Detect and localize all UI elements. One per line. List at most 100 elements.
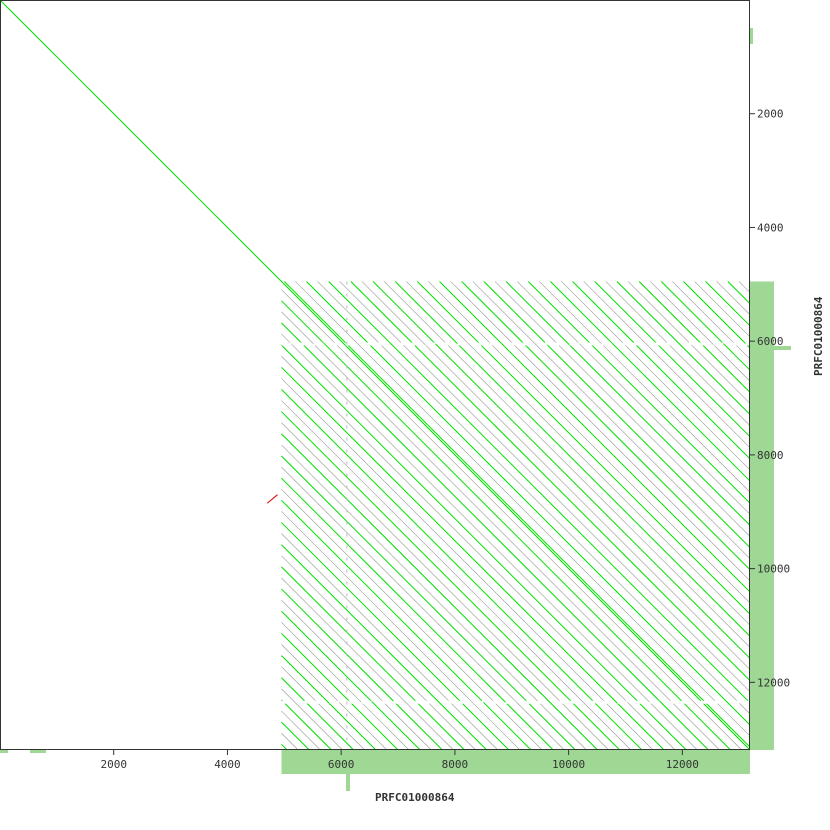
x-tick-label: 4000 xyxy=(214,758,241,771)
x-axis-label: PRFC01000864 xyxy=(375,791,455,804)
repeat-match-line xyxy=(727,281,751,304)
x-tick-label: 10000 xyxy=(552,758,585,771)
repeat-match-line xyxy=(281,400,632,751)
x-tick-label: 6000 xyxy=(328,758,355,771)
repeat-match-line xyxy=(660,281,751,371)
repeat-match-line xyxy=(281,522,510,751)
repeat-match-line xyxy=(372,281,751,659)
repeat-match-line xyxy=(283,281,751,748)
repeat-match-line xyxy=(406,281,751,626)
repeat-match-line xyxy=(281,577,454,751)
repeat-match-line xyxy=(281,389,643,751)
repeat-match-line xyxy=(539,281,751,493)
repeat-match-line xyxy=(281,356,676,751)
repeat-match-line xyxy=(306,281,751,726)
repeat-match-line xyxy=(417,281,751,615)
y-tick-label: 10000 xyxy=(757,563,790,576)
repeat-match-line xyxy=(281,655,377,751)
repeat-match-line xyxy=(527,281,751,504)
plot-frame xyxy=(0,0,750,750)
repeat-match-line xyxy=(281,477,554,751)
repeat-match-line xyxy=(281,677,355,751)
repeat-match-line xyxy=(281,721,310,751)
repeat-match-line xyxy=(583,281,751,448)
axis-ticks: 2000 4000 6000 8000 10000 12000 2000 4000 6000 80… xyxy=(100,108,790,771)
match-lines xyxy=(0,0,751,751)
repeat-match-line xyxy=(505,281,751,526)
repeat-match-line xyxy=(649,281,751,382)
repeat-match-line xyxy=(281,300,732,751)
repeat-match-line xyxy=(281,378,654,751)
repeat-match-line xyxy=(516,281,751,515)
repeat-match-line xyxy=(339,281,751,692)
repeat-match-line xyxy=(281,344,687,751)
repeat-match-line xyxy=(550,281,751,482)
repeat-match-line xyxy=(281,411,621,751)
repeat-match-line xyxy=(281,366,665,751)
x-coverage-bar xyxy=(281,750,750,774)
repeat-match-line xyxy=(281,511,521,751)
x-coverage-small xyxy=(0,750,8,753)
y-tick-label: 4000 xyxy=(757,221,784,234)
x-coverage-spike xyxy=(346,774,350,791)
repeat-match-line xyxy=(383,281,751,648)
repeat-match-line xyxy=(328,281,751,704)
repeat-match-line xyxy=(281,322,709,751)
repeat-match-line xyxy=(616,281,751,415)
repeat-match-line xyxy=(281,333,698,751)
y-tick-label: 2000 xyxy=(757,108,784,121)
y-coverage-small xyxy=(750,28,753,44)
repeat-match-line xyxy=(281,500,532,751)
repeat-match-line xyxy=(561,281,751,471)
repeat-match-line xyxy=(472,281,751,559)
repeat-match-line xyxy=(638,281,751,393)
repeat-match-line xyxy=(281,733,299,751)
repeat-match-line xyxy=(627,281,751,404)
repeat-match-line xyxy=(605,281,751,426)
repeat-match-line xyxy=(281,588,443,751)
repeat-match-line xyxy=(281,289,742,751)
coverage-histograms xyxy=(0,28,791,791)
y-axis-label: PRFC01000864 xyxy=(812,296,825,376)
repeat-match-line xyxy=(317,281,751,715)
repeat-match-line xyxy=(281,444,587,751)
repeat-match-line xyxy=(716,281,751,315)
repeat-match-line xyxy=(672,281,751,360)
x-tick-label: 12000 xyxy=(666,758,699,771)
x-tick-label: 2000 xyxy=(100,758,127,771)
repeat-match-line xyxy=(281,644,388,751)
repeat-match-line xyxy=(361,281,751,670)
y-tick-label: 6000 xyxy=(757,335,784,348)
repeat-match-line xyxy=(281,622,410,751)
repeat-match-line xyxy=(281,455,576,751)
x-tick-label: 8000 xyxy=(442,758,469,771)
y-coverage-spike xyxy=(774,346,791,350)
repeat-match-line xyxy=(461,281,751,571)
y-tick-label: 12000 xyxy=(757,676,790,689)
repeat-match-line xyxy=(281,311,720,751)
repeat-match-line xyxy=(738,281,751,293)
repeat-match-line xyxy=(281,666,365,751)
repeat-match-line xyxy=(428,281,751,604)
repeat-match-line xyxy=(439,281,751,593)
repeat-match-line xyxy=(281,688,343,751)
repeat-match-line xyxy=(281,489,543,751)
main-diagonal xyxy=(0,0,751,751)
repeat-match-line xyxy=(281,466,565,751)
repeat-match-line xyxy=(281,422,609,751)
y-coverage-bar xyxy=(750,281,774,750)
repeat-match-line xyxy=(450,281,751,582)
repeat-match-line xyxy=(295,281,751,737)
repeat-match-line xyxy=(594,281,751,438)
repeat-match-line xyxy=(281,555,476,751)
repeat-match-line xyxy=(350,281,751,681)
repeat-match-line xyxy=(281,699,332,751)
repeat-match-line xyxy=(572,281,751,460)
repeat-match-line xyxy=(281,566,465,751)
repeat-match-line xyxy=(281,433,598,751)
repeat-match-line xyxy=(281,599,432,751)
repeat-match-line xyxy=(281,710,321,751)
inverted-match xyxy=(266,494,278,504)
repeat-match-line xyxy=(705,281,751,327)
